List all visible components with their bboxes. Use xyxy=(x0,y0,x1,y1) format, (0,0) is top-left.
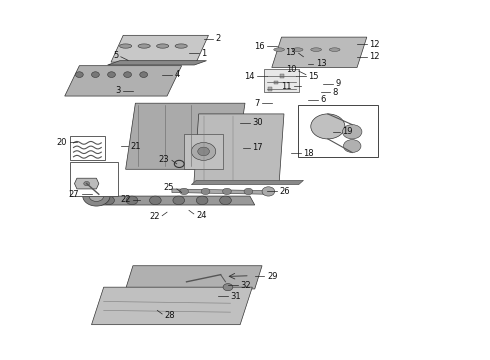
Circle shape xyxy=(222,188,231,195)
Circle shape xyxy=(180,188,189,195)
Ellipse shape xyxy=(138,44,150,48)
Circle shape xyxy=(311,114,345,139)
Text: 18: 18 xyxy=(303,149,314,158)
Circle shape xyxy=(201,188,210,195)
Circle shape xyxy=(192,143,216,160)
Circle shape xyxy=(262,187,275,196)
Text: 2: 2 xyxy=(216,35,221,44)
Text: 26: 26 xyxy=(279,187,290,196)
Text: 6: 6 xyxy=(320,95,326,104)
Ellipse shape xyxy=(274,48,285,51)
Text: 11: 11 xyxy=(281,82,291,91)
Text: 24: 24 xyxy=(196,211,207,220)
Circle shape xyxy=(244,188,253,195)
Bar xyxy=(280,74,284,78)
Text: 22: 22 xyxy=(120,195,130,204)
Circle shape xyxy=(126,196,138,204)
Circle shape xyxy=(343,125,362,139)
Text: 13: 13 xyxy=(316,59,326,68)
Circle shape xyxy=(123,72,131,77)
Text: 32: 32 xyxy=(240,281,251,290)
Text: 16: 16 xyxy=(254,41,265,50)
Ellipse shape xyxy=(120,44,132,48)
Ellipse shape xyxy=(329,48,340,51)
Bar xyxy=(297,105,378,157)
Polygon shape xyxy=(192,180,303,185)
Circle shape xyxy=(140,72,147,77)
Text: 12: 12 xyxy=(369,40,380,49)
Ellipse shape xyxy=(175,44,187,48)
Bar xyxy=(264,69,298,93)
Text: 20: 20 xyxy=(57,138,67,147)
Text: 3: 3 xyxy=(115,86,121,95)
Text: 14: 14 xyxy=(244,72,255,81)
Circle shape xyxy=(84,181,90,186)
Bar xyxy=(70,136,105,160)
Ellipse shape xyxy=(311,48,321,51)
Circle shape xyxy=(149,196,161,204)
Polygon shape xyxy=(65,66,182,96)
Polygon shape xyxy=(111,35,208,62)
Polygon shape xyxy=(108,61,206,65)
Text: 27: 27 xyxy=(69,190,79,199)
Circle shape xyxy=(223,284,233,291)
Bar xyxy=(274,81,278,84)
Circle shape xyxy=(343,140,361,153)
Text: 17: 17 xyxy=(252,143,263,152)
Text: 30: 30 xyxy=(252,118,263,127)
Text: 9: 9 xyxy=(335,79,341,88)
Polygon shape xyxy=(194,114,284,184)
Circle shape xyxy=(108,72,116,77)
Text: 22: 22 xyxy=(149,212,160,221)
Ellipse shape xyxy=(157,44,169,48)
Text: 31: 31 xyxy=(230,292,241,301)
Circle shape xyxy=(173,196,185,204)
Polygon shape xyxy=(172,189,270,194)
Text: 28: 28 xyxy=(165,311,175,320)
Ellipse shape xyxy=(292,48,303,51)
Circle shape xyxy=(220,196,231,204)
Polygon shape xyxy=(272,37,367,67)
Circle shape xyxy=(75,72,83,77)
Text: 7: 7 xyxy=(254,99,260,108)
Circle shape xyxy=(89,191,104,202)
Text: 19: 19 xyxy=(343,127,353,136)
Circle shape xyxy=(92,72,99,77)
Bar xyxy=(269,87,272,91)
Text: 5: 5 xyxy=(113,51,118,60)
Polygon shape xyxy=(184,134,223,169)
Text: 1: 1 xyxy=(201,49,206,58)
Text: 12: 12 xyxy=(369,52,380,61)
Text: 29: 29 xyxy=(267,272,277,281)
Text: 8: 8 xyxy=(333,88,338,97)
Text: 25: 25 xyxy=(164,183,174,192)
Bar xyxy=(70,162,118,196)
Text: 4: 4 xyxy=(174,70,180,79)
Text: 21: 21 xyxy=(130,141,141,150)
Circle shape xyxy=(103,196,115,204)
Circle shape xyxy=(198,147,209,156)
Polygon shape xyxy=(125,103,245,169)
Circle shape xyxy=(196,196,208,204)
Polygon shape xyxy=(92,287,252,325)
Text: 15: 15 xyxy=(308,72,319,81)
Polygon shape xyxy=(125,266,262,289)
Text: 10: 10 xyxy=(286,66,296,75)
Polygon shape xyxy=(97,196,255,205)
Text: 13: 13 xyxy=(286,48,296,57)
Text: 23: 23 xyxy=(159,155,170,164)
Polygon shape xyxy=(74,178,99,189)
Circle shape xyxy=(83,186,110,206)
